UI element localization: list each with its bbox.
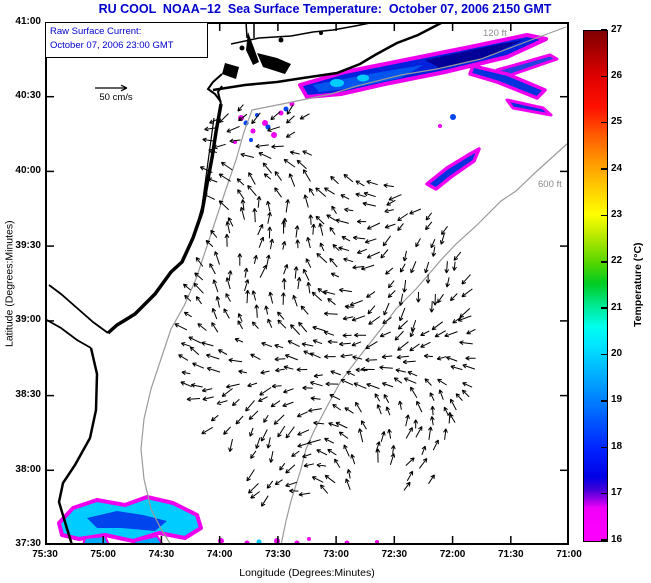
colorbar-tick-mark [601, 261, 607, 263]
colorbar-tick-label: 17 [611, 487, 623, 499]
coastlines [44, 20, 444, 546]
depth-contour-label-600ft: 600 ft [538, 179, 562, 190]
temperature-colorbar [583, 30, 608, 542]
x-tick-label: 72:30 [381, 549, 408, 560]
y-axis-label: Latitude (Degrees:Minutes) [3, 220, 16, 347]
colorbar-tick-mark [601, 75, 607, 78]
current-legend-title: Raw Surface Current: [50, 26, 142, 37]
vector-scale-arrow [95, 84, 128, 92]
current-vector-field [174, 104, 476, 507]
current-legend-box: Raw Surface Current: October 07, 2006 23… [45, 22, 208, 58]
y-tick-label: 40:00 [15, 164, 41, 176]
colorbar-tick-label: 26 [611, 69, 623, 81]
plot-frame [45, 22, 569, 545]
map-canvas [44, 20, 570, 546]
x-tick-label: 74:00 [206, 549, 233, 560]
colorbar-tick-label: 27 [611, 23, 623, 35]
colorbar-tick-label: 19 [611, 394, 623, 406]
x-tick-label: 75:00 [90, 549, 116, 560]
colorbar-tick-label: 24 [611, 162, 623, 174]
colorbar-tick-mark [601, 214, 607, 217]
colorbar-tick-mark [601, 353, 607, 356]
colorbar-tick-mark [601, 29, 607, 31]
bathymetry-contours [140, 26, 569, 546]
colorbar-tick-mark [601, 492, 607, 495]
x-tick-label: 71:00 [556, 549, 582, 560]
colorbar-label: Temperature (°C) [632, 242, 644, 328]
y-tick-label: 39:30 [15, 239, 41, 251]
colorbar-tick-mark [601, 446, 607, 449]
page-title: RU COOL NOAA−12 Sea Surface Temperature:… [98, 2, 552, 16]
depth-contour-label-120ft: 120 ft [483, 28, 507, 39]
x-tick-label: 73:30 [265, 549, 291, 560]
colorbar-tick-label: 22 [611, 255, 623, 267]
plot-area [44, 20, 570, 550]
x-tick-label: 74:30 [148, 549, 175, 560]
vector-scale-label: 50 cm/s [99, 92, 133, 103]
y-tick-label: 40:30 [15, 90, 41, 102]
colorbar-tick-label: 21 [611, 301, 623, 313]
colorbar-tick-mark [601, 168, 607, 170]
colorbar-tick-mark [601, 307, 607, 309]
colorbar-tick-mark [601, 121, 607, 124]
current-legend-timestamp: October 07, 2006 23:00 GMT [50, 40, 174, 52]
colorbar-tick-mark [601, 539, 607, 541]
colorbar-tick-label: 18 [611, 440, 623, 452]
colorbar-tick-label: 20 [611, 348, 623, 360]
colorbar-tick-label: 23 [611, 208, 623, 220]
y-tick-label: 37:30 [15, 538, 41, 550]
x-axis-label: Longitude (Degrees:Minutes) [239, 567, 375, 579]
y-tick-label: 41:00 [15, 15, 41, 27]
y-tick-label: 38:00 [15, 463, 41, 475]
y-tick-label: 39:00 [15, 314, 41, 326]
colorbar-tick-label: 25 [611, 116, 623, 128]
colorbar-tick-label: 16 [611, 533, 623, 545]
x-tick-label: 72:00 [439, 549, 466, 560]
colorbar-tick-mark [601, 400, 607, 402]
y-tick-label: 38:30 [15, 389, 41, 401]
x-tick-label: 75:30 [32, 549, 58, 560]
sst-patches [57, 33, 559, 546]
x-tick-label: 71:30 [497, 549, 524, 560]
x-tick-label: 73:00 [323, 549, 349, 560]
